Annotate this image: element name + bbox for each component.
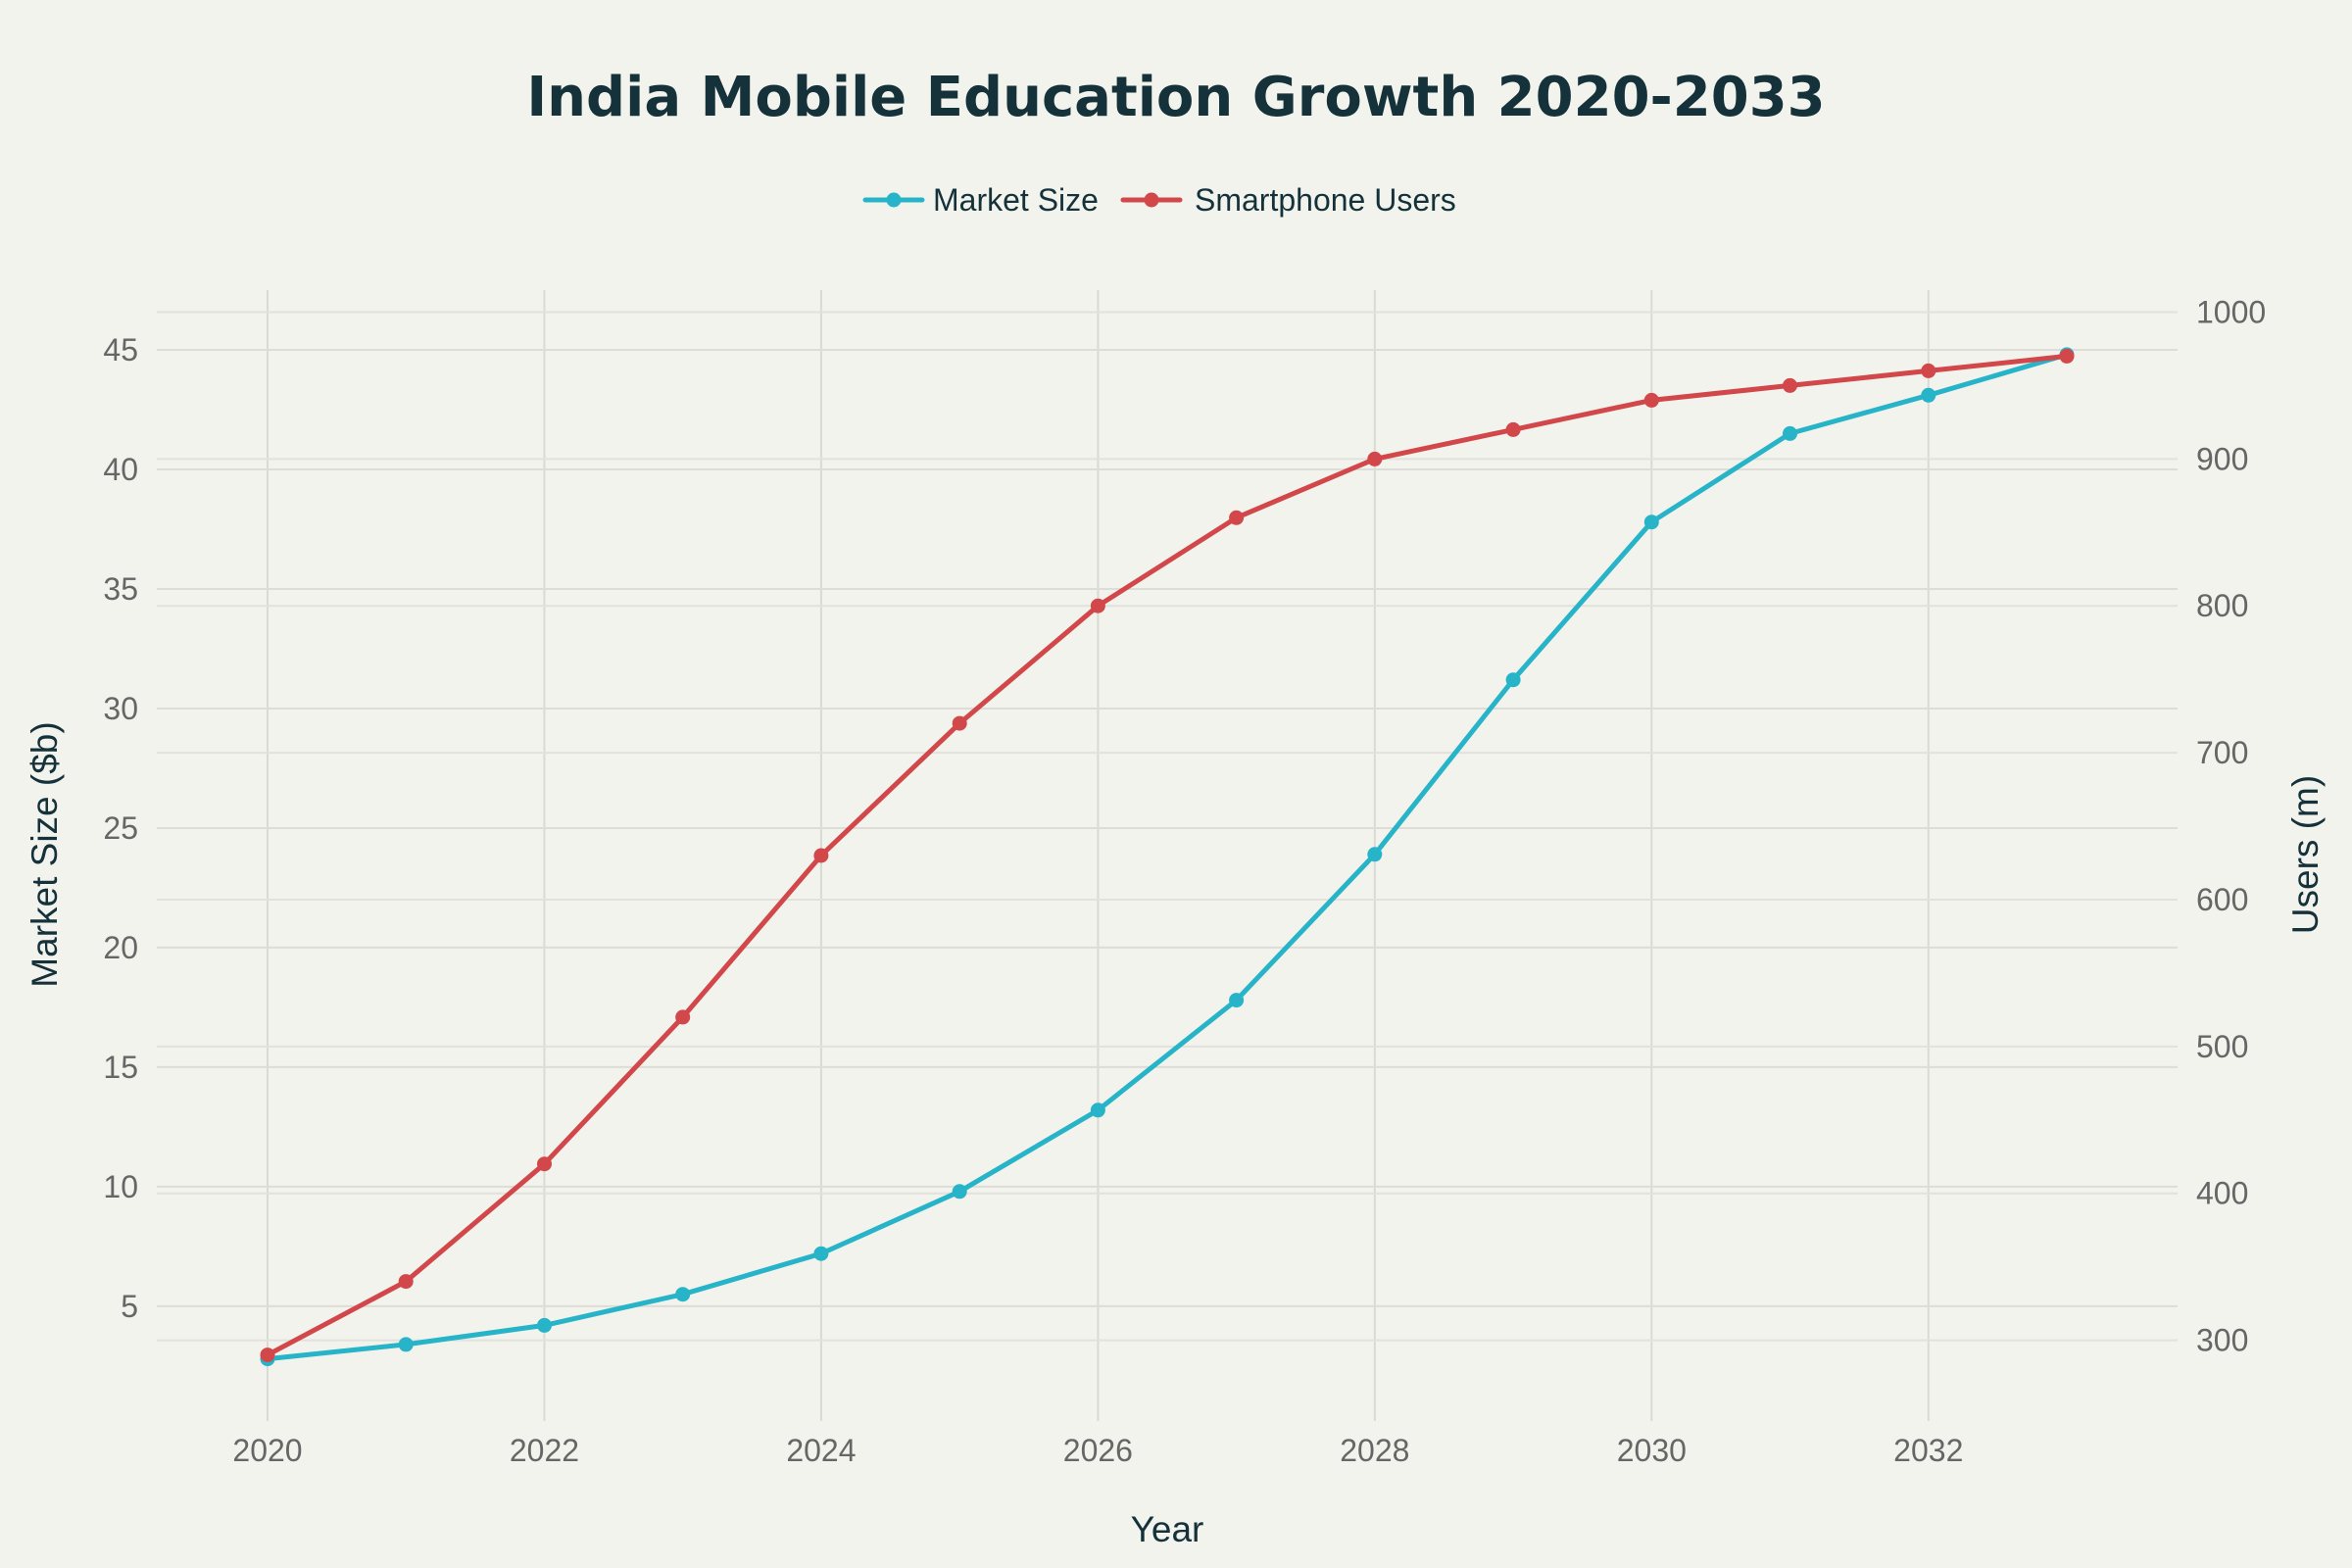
legend: Market Size Smartphone Users xyxy=(862,182,1456,218)
y2-tick-800: 800 xyxy=(2196,588,2248,623)
point-smartphone-users-2032 xyxy=(1921,363,1936,378)
y-tick-30: 30 xyxy=(103,691,138,726)
point-market-size-2023 xyxy=(675,1287,691,1302)
y2-tick-400: 400 xyxy=(2196,1176,2248,1211)
legend-marker-market-size xyxy=(886,192,902,208)
y-tick-25: 25 xyxy=(103,810,138,846)
y-tick-labels: 5 10 15 20 25 30 35 40 45 xyxy=(103,332,138,1324)
x-tick-2020: 2020 xyxy=(232,1433,302,1468)
y2-tick-700: 700 xyxy=(2196,735,2248,770)
y-gridlines xyxy=(157,348,2178,1307)
chart-title: India Mobile Education Growth 2020-2033 xyxy=(526,66,1825,129)
series-line-smartphone-users xyxy=(265,353,2070,1358)
y2-tick-labels: 300 400 500 600 700 800 900 1000 xyxy=(2196,294,2266,1357)
point-smartphone-users-2027 xyxy=(1229,510,1245,525)
point-smartphone-users-2026 xyxy=(1090,598,1105,613)
y2-tick-500: 500 xyxy=(2196,1029,2248,1064)
point-market-size-2026 xyxy=(1090,1102,1105,1118)
legend-marker-smartphone-users xyxy=(1144,192,1159,208)
point-smartphone-users-2020 xyxy=(260,1348,275,1363)
y-tick-45: 45 xyxy=(103,332,138,368)
point-market-size-2029 xyxy=(1505,672,1521,688)
x-tick-2024: 2024 xyxy=(786,1433,856,1468)
x-tick-labels: 2020 2022 2024 2026 2028 2030 2032 xyxy=(232,1433,1963,1468)
y-tick-5: 5 xyxy=(121,1289,138,1324)
point-smartphone-users-2029 xyxy=(1505,421,1521,437)
y2-tick-1000: 1000 xyxy=(2196,294,2266,329)
x-axis-title: Year xyxy=(1131,1509,1204,1549)
point-market-size-2024 xyxy=(813,1246,829,1261)
point-market-size-2025 xyxy=(952,1184,967,1200)
point-market-size-2021 xyxy=(398,1337,414,1352)
y-tick-20: 20 xyxy=(103,930,138,965)
y-tick-35: 35 xyxy=(103,571,138,607)
point-smartphone-users-2028 xyxy=(1367,451,1383,466)
y-axis-title: Market Size ($b) xyxy=(24,721,65,987)
point-smartphone-users-2023 xyxy=(675,1009,691,1025)
point-market-size-2031 xyxy=(1783,425,1797,441)
x-tick-2026: 2026 xyxy=(1063,1433,1133,1468)
legend-label-smartphone-users: Smartphone Users xyxy=(1195,182,1456,218)
point-smartphone-users-2024 xyxy=(813,848,829,863)
y-tick-15: 15 xyxy=(103,1050,138,1085)
point-market-size-2032 xyxy=(1921,387,1936,403)
point-market-size-2030 xyxy=(1643,514,1659,530)
point-market-size-2022 xyxy=(537,1317,552,1333)
y2-tick-600: 600 xyxy=(2196,882,2248,917)
y2-axis-title: Users (m) xyxy=(2285,775,2326,934)
x-tick-2022: 2022 xyxy=(510,1433,579,1468)
y-tick-10: 10 xyxy=(103,1169,138,1204)
series-layer xyxy=(260,347,2075,1367)
y2-gridlines xyxy=(157,311,2178,1342)
point-smartphone-users-2030 xyxy=(1643,392,1659,408)
y-tick-40: 40 xyxy=(103,452,138,487)
point-smartphone-users-2022 xyxy=(537,1156,552,1172)
legend-label-market-size: Market Size xyxy=(933,182,1099,218)
x-tick-2032: 2032 xyxy=(1893,1433,1963,1468)
x-tick-2030: 2030 xyxy=(1617,1433,1687,1468)
point-market-size-2028 xyxy=(1367,847,1383,862)
x-tick-2028: 2028 xyxy=(1340,1433,1409,1468)
series-line-market-size xyxy=(265,352,2070,1362)
y2-tick-300: 300 xyxy=(2196,1323,2248,1358)
point-market-size-2027 xyxy=(1229,993,1245,1008)
point-smartphone-users-2031 xyxy=(1783,377,1797,393)
point-smartphone-users-2021 xyxy=(398,1274,414,1290)
point-smartphone-users-2033 xyxy=(2059,348,2075,364)
point-smartphone-users-2025 xyxy=(952,715,967,731)
y2-tick-900: 900 xyxy=(2196,441,2248,476)
